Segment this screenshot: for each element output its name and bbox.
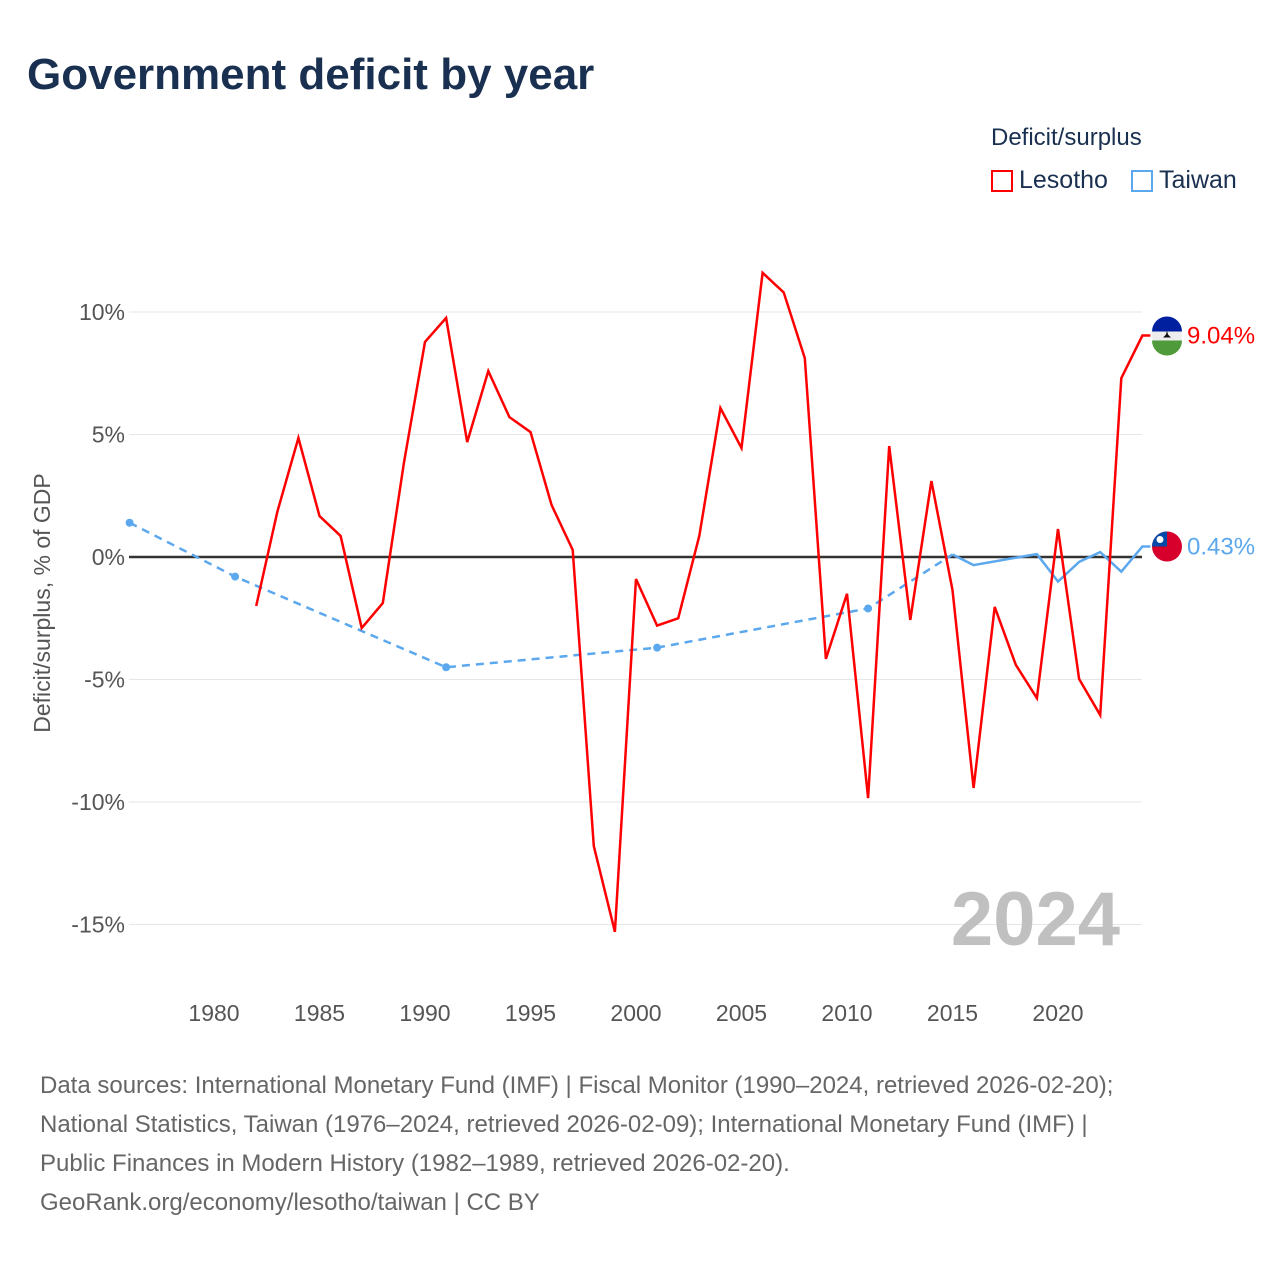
flag-sun xyxy=(1156,535,1164,543)
footer: Data sources: International Monetary Fun… xyxy=(40,1066,1260,1222)
source-line: Data sources: International Monetary Fun… xyxy=(40,1072,1114,1099)
x-tick-label: 1990 xyxy=(399,1000,450,1026)
lesotho-line xyxy=(254,270,1151,933)
y-tick-label: -5% xyxy=(84,667,125,693)
legend-item-taiwan[interactable]: Taiwan xyxy=(1131,166,1237,195)
x-tick-label: 2015 xyxy=(927,1000,978,1026)
taiwan-end-label: 0.43% xyxy=(1187,533,1255,560)
x-tick-label: 2000 xyxy=(610,1000,661,1026)
legend-label: Taiwan xyxy=(1159,166,1237,194)
legend-item-lesotho[interactable]: Lesotho xyxy=(991,166,1108,195)
taiwan-point xyxy=(653,643,662,652)
x-tick-label: 2020 xyxy=(1032,1000,1083,1026)
taiwan-point xyxy=(442,663,451,672)
x-tick-label: 2010 xyxy=(821,1000,872,1026)
year-watermark: 2024 xyxy=(951,877,1120,962)
taiwan-point xyxy=(864,604,873,613)
x-tick-label: 2005 xyxy=(716,1000,767,1026)
taiwan-line xyxy=(951,545,1151,584)
flag-stripe xyxy=(1152,340,1182,356)
lesotho-flag-icon xyxy=(1152,316,1182,356)
source-line: Public Finances in Modern History (1982–… xyxy=(40,1150,790,1177)
x-tick-label: 1985 xyxy=(294,1000,345,1026)
taiwan-dashed-line xyxy=(129,521,954,669)
y-tick-label: 5% xyxy=(92,422,125,448)
y-tick-label: 10% xyxy=(79,299,125,325)
taiwan-point xyxy=(231,572,240,581)
flag-hat xyxy=(1163,330,1171,338)
legend-title: Deficit/surplus xyxy=(991,124,1142,151)
y-axis-label: Deficit/surplus, % of GDP xyxy=(29,473,55,732)
x-tick-label: 1995 xyxy=(505,1000,556,1026)
x-tick-label: 1980 xyxy=(188,1000,239,1026)
flag-stripe xyxy=(1152,316,1182,332)
lesotho-end-label: 9.04% xyxy=(1187,323,1255,350)
source-line: National Statistics, Taiwan (1976–2024, … xyxy=(40,1111,1088,1138)
legend-swatch-lesotho xyxy=(991,169,1013,192)
y-tick-label: 0% xyxy=(92,544,125,570)
legend-swatch-taiwan xyxy=(1131,169,1153,192)
y-tick-label: -15% xyxy=(71,912,125,938)
taiwan-point xyxy=(125,518,134,527)
legend-label: Lesotho xyxy=(1019,166,1108,194)
y-tick-label: -10% xyxy=(71,789,125,815)
source-link[interactable]: GeoRank.org/economy/lesotho/taiwan | CC … xyxy=(40,1189,540,1216)
taiwan-flag-icon xyxy=(1152,531,1182,562)
chart-title: Government deficit by year xyxy=(27,50,595,99)
